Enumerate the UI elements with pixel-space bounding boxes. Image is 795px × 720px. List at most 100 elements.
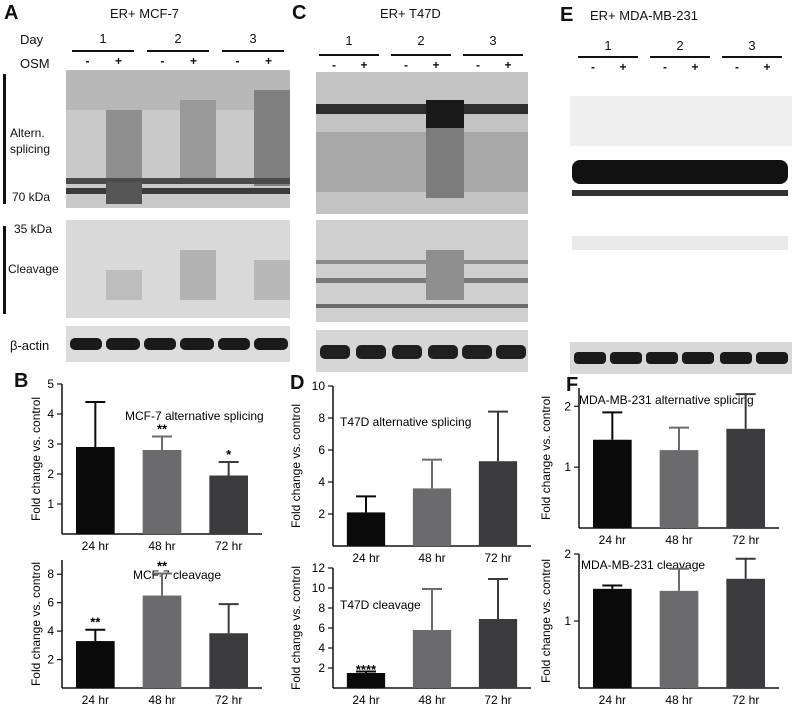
y-tick-label: 3 bbox=[47, 437, 54, 451]
chart-title: MCF-7 cleavage bbox=[133, 568, 221, 582]
day-underline bbox=[391, 54, 451, 56]
bar bbox=[142, 595, 182, 688]
y-tick-label: 1 bbox=[564, 460, 571, 474]
x-tick-label: 24 hr bbox=[82, 693, 109, 707]
bar bbox=[412, 488, 452, 546]
y-tick-label: 4 bbox=[318, 641, 325, 655]
day-label: Day bbox=[20, 32, 44, 47]
osm-sign: - bbox=[404, 58, 408, 72]
day-underline bbox=[319, 54, 379, 56]
bar bbox=[346, 673, 386, 688]
x-tick-label: 24 hr bbox=[352, 551, 379, 565]
y-tick-label: 4 bbox=[318, 475, 325, 489]
osm-sign: + bbox=[432, 58, 440, 72]
day-number: 1 bbox=[345, 33, 353, 48]
x-tick-label: 72 hr bbox=[215, 693, 242, 707]
day-number: 1 bbox=[99, 31, 107, 46]
y-axis-label: Fold change vs. control bbox=[289, 404, 303, 528]
alt-splicing-label: Altern. splicing bbox=[10, 126, 51, 156]
panel-label-f: F bbox=[566, 374, 579, 396]
x-tick-label: 24 hr bbox=[599, 693, 626, 707]
bar bbox=[142, 450, 182, 534]
y-tick-label: 6 bbox=[47, 596, 54, 610]
panel-a-title: ER+ MCF-7 bbox=[110, 6, 179, 21]
day-number: 2 bbox=[676, 38, 684, 53]
panel-label-e: E bbox=[560, 4, 574, 26]
bar bbox=[726, 428, 765, 528]
bar bbox=[659, 450, 699, 528]
y-tick-label: 6 bbox=[318, 443, 325, 457]
x-tick-label: 72 hr bbox=[484, 551, 511, 565]
alt-splicing-bracket bbox=[3, 74, 6, 204]
x-tick-label: 72 hr bbox=[215, 539, 242, 553]
day-number: 2 bbox=[417, 33, 425, 48]
significance-marker: ** bbox=[157, 559, 168, 574]
blot-c-alt-splicing bbox=[316, 72, 528, 214]
panel-label-b: B bbox=[14, 370, 29, 392]
panel-label-d: D bbox=[290, 372, 305, 394]
x-tick-label: 24 hr bbox=[352, 693, 379, 707]
y-axis-label: Fold change vs. control bbox=[539, 559, 553, 683]
bar bbox=[76, 447, 115, 534]
blot-c-actin bbox=[316, 330, 528, 372]
y-tick-label: 4 bbox=[47, 407, 54, 421]
day-underline bbox=[578, 56, 638, 58]
bar bbox=[412, 630, 452, 688]
x-tick-label: 48 hr bbox=[665, 533, 692, 547]
osm-sign: + bbox=[504, 58, 512, 72]
chart-title: MCF-7 alternative splicing bbox=[125, 409, 264, 423]
x-tick-label: 48 hr bbox=[418, 551, 445, 565]
y-tick-label: 1 bbox=[47, 497, 54, 511]
day-number: 1 bbox=[604, 38, 612, 53]
chart-title: T47D cleavage bbox=[340, 598, 421, 612]
bar bbox=[593, 588, 632, 688]
y-axis-label: Fold change vs. control bbox=[29, 397, 43, 521]
x-tick-label: 48 hr bbox=[418, 693, 445, 707]
y-tick-label: 10 bbox=[312, 379, 326, 393]
bar bbox=[346, 512, 386, 546]
beta-actin-label: β-actin bbox=[10, 338, 50, 353]
x-tick-label: 72 hr bbox=[732, 533, 759, 547]
day-number: 3 bbox=[748, 38, 756, 53]
day-underline bbox=[147, 50, 209, 52]
osm-sign: - bbox=[476, 58, 480, 72]
x-tick-label: 72 hr bbox=[484, 693, 511, 707]
bar bbox=[726, 578, 765, 688]
bar bbox=[478, 461, 518, 546]
osm-sign: - bbox=[332, 58, 336, 72]
y-tick-label: 2 bbox=[47, 467, 54, 481]
x-tick-label: 48 hr bbox=[665, 693, 692, 707]
panel-label-a: A bbox=[4, 2, 19, 24]
x-tick-label: 48 hr bbox=[148, 693, 175, 707]
cleavage-bracket bbox=[3, 226, 6, 314]
osm-sign: - bbox=[235, 54, 240, 68]
osm-sign: - bbox=[85, 54, 90, 68]
osm-sign: + bbox=[189, 54, 197, 68]
x-tick-label: 24 hr bbox=[599, 533, 626, 547]
bar bbox=[209, 633, 248, 688]
blot-a-alt-splicing bbox=[66, 70, 290, 208]
significance-marker: * bbox=[226, 447, 232, 462]
day-underline bbox=[222, 50, 284, 52]
blot-e-actin bbox=[570, 342, 792, 374]
cleavage-label: Cleavage bbox=[8, 262, 59, 276]
day-underline bbox=[463, 54, 523, 56]
osm-sign: + bbox=[763, 60, 771, 74]
y-tick-label: 1 bbox=[564, 614, 571, 628]
y-tick-label: 2 bbox=[318, 507, 325, 521]
x-tick-label: 72 hr bbox=[732, 693, 759, 707]
osm-sign: - bbox=[591, 60, 595, 74]
significance-marker: ** bbox=[90, 615, 101, 630]
blot-c-cleavage bbox=[316, 220, 528, 322]
day-underline bbox=[72, 50, 134, 52]
chart-title: T47D alternative splicing bbox=[340, 415, 471, 429]
osm-sign: + bbox=[264, 54, 272, 68]
y-axis-label: Fold change vs. control bbox=[29, 562, 43, 686]
chart-title: MDA-MB-231 cleavage bbox=[581, 558, 705, 572]
osm-sign: - bbox=[160, 54, 165, 68]
x-tick-label: 48 hr bbox=[148, 539, 175, 553]
y-tick-label: 2 bbox=[564, 547, 571, 561]
osm-sign: + bbox=[360, 58, 368, 72]
day-number: 3 bbox=[489, 33, 497, 48]
y-tick-label: 2 bbox=[564, 399, 571, 413]
